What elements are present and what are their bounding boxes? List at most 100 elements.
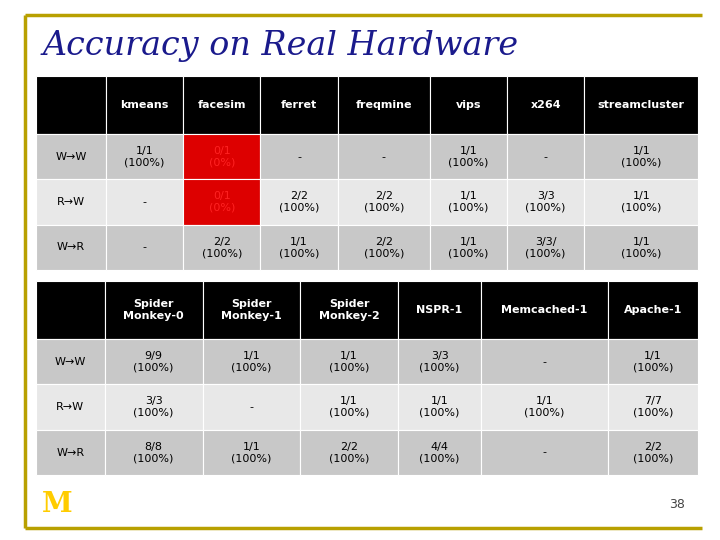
- Text: 1/1
(100%): 1/1 (100%): [621, 191, 662, 213]
- Bar: [202, 339, 300, 384]
- Bar: [105, 281, 202, 339]
- Bar: [398, 430, 481, 475]
- Text: 1/1
(100%): 1/1 (100%): [231, 442, 271, 463]
- Text: 2/2
(100%): 2/2 (100%): [202, 237, 242, 258]
- Text: NSPR-1: NSPR-1: [416, 305, 463, 315]
- Text: 2/2
(100%): 2/2 (100%): [633, 442, 673, 463]
- Bar: [300, 430, 398, 475]
- Text: -: -: [382, 152, 386, 161]
- Text: Memcached-1: Memcached-1: [501, 305, 588, 315]
- Text: W→R: W→R: [56, 448, 84, 457]
- Text: 2/2
(100%): 2/2 (100%): [364, 191, 404, 213]
- Bar: [338, 179, 430, 225]
- Text: 7/7
(100%): 7/7 (100%): [633, 396, 673, 418]
- Bar: [300, 281, 398, 339]
- Text: 3/3
(100%): 3/3 (100%): [420, 351, 460, 373]
- Bar: [183, 76, 261, 134]
- Bar: [36, 430, 105, 475]
- Bar: [106, 225, 183, 270]
- Text: 2/2
(100%): 2/2 (100%): [364, 237, 404, 258]
- Text: 3/3/
(100%): 3/3/ (100%): [526, 237, 566, 258]
- Bar: [202, 384, 300, 430]
- Bar: [430, 76, 507, 134]
- Text: -: -: [544, 152, 548, 161]
- Text: 0/1
(0%): 0/1 (0%): [209, 146, 235, 167]
- Text: streamcluster: streamcluster: [598, 100, 685, 110]
- Bar: [507, 76, 585, 134]
- Bar: [608, 384, 698, 430]
- Text: 1/1
(100%): 1/1 (100%): [279, 237, 319, 258]
- Bar: [398, 281, 481, 339]
- Text: x264: x264: [531, 100, 561, 110]
- Text: 8/8
(100%): 8/8 (100%): [133, 442, 174, 463]
- Bar: [36, 179, 106, 225]
- Bar: [261, 76, 338, 134]
- Bar: [183, 225, 261, 270]
- Bar: [481, 384, 608, 430]
- Bar: [430, 225, 507, 270]
- Bar: [261, 225, 338, 270]
- Text: 1/1
(100%): 1/1 (100%): [329, 396, 369, 418]
- Bar: [608, 430, 698, 475]
- Text: 1/1
(100%): 1/1 (100%): [449, 146, 489, 167]
- Bar: [398, 384, 481, 430]
- Text: R→W: R→W: [57, 197, 85, 207]
- Text: 9/9
(100%): 9/9 (100%): [133, 351, 174, 373]
- Bar: [300, 339, 398, 384]
- Bar: [300, 384, 398, 430]
- Text: 1/1
(100%): 1/1 (100%): [621, 146, 662, 167]
- Text: kmeans: kmeans: [120, 100, 168, 110]
- Text: 1/1
(100%): 1/1 (100%): [621, 237, 662, 258]
- Text: 1/1
(100%): 1/1 (100%): [449, 191, 489, 213]
- Bar: [36, 134, 106, 179]
- Text: 1/1
(100%): 1/1 (100%): [524, 396, 564, 418]
- Text: 3/3
(100%): 3/3 (100%): [526, 191, 566, 213]
- Text: 1/1
(100%): 1/1 (100%): [420, 396, 460, 418]
- Text: -: -: [143, 197, 147, 207]
- Bar: [106, 134, 183, 179]
- Bar: [183, 134, 261, 179]
- Text: vips: vips: [456, 100, 481, 110]
- Bar: [338, 134, 430, 179]
- Text: Spider
Monkey-0: Spider Monkey-0: [123, 299, 184, 321]
- Bar: [398, 339, 481, 384]
- Bar: [106, 76, 183, 134]
- Bar: [106, 179, 183, 225]
- Bar: [36, 281, 105, 339]
- Text: 2/2
(100%): 2/2 (100%): [279, 191, 319, 213]
- Text: W→R: W→R: [57, 242, 85, 252]
- Text: -: -: [543, 448, 546, 457]
- Bar: [507, 134, 585, 179]
- Text: freqmine: freqmine: [356, 100, 412, 110]
- Bar: [430, 134, 507, 179]
- Text: 38: 38: [669, 498, 685, 511]
- Bar: [507, 225, 585, 270]
- Text: Accuracy on Real Hardware: Accuracy on Real Hardware: [42, 30, 518, 62]
- Bar: [338, 76, 430, 134]
- Bar: [585, 225, 698, 270]
- Bar: [585, 134, 698, 179]
- Bar: [481, 281, 608, 339]
- Text: facesim: facesim: [197, 100, 246, 110]
- Text: 4/4
(100%): 4/4 (100%): [420, 442, 460, 463]
- Bar: [608, 339, 698, 384]
- Bar: [183, 179, 261, 225]
- Text: 2/2
(100%): 2/2 (100%): [329, 442, 369, 463]
- Bar: [585, 179, 698, 225]
- Bar: [261, 134, 338, 179]
- Text: -: -: [249, 402, 253, 412]
- Bar: [608, 281, 698, 339]
- Text: -: -: [543, 357, 546, 367]
- Text: 1/1
(100%): 1/1 (100%): [231, 351, 271, 373]
- Text: M: M: [42, 491, 73, 518]
- Bar: [430, 179, 507, 225]
- Text: 1/1
(100%): 1/1 (100%): [633, 351, 673, 373]
- Text: 1/1
(100%): 1/1 (100%): [449, 237, 489, 258]
- Text: Spider
Monkey-1: Spider Monkey-1: [221, 299, 282, 321]
- Bar: [481, 339, 608, 384]
- Text: 0/1
(0%): 0/1 (0%): [209, 191, 235, 213]
- Bar: [585, 76, 698, 134]
- Bar: [36, 76, 106, 134]
- Bar: [105, 339, 202, 384]
- Bar: [105, 384, 202, 430]
